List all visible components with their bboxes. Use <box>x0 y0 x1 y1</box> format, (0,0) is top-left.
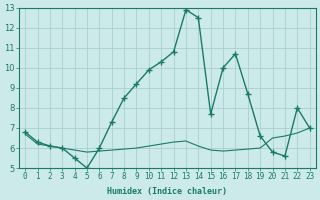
X-axis label: Humidex (Indice chaleur): Humidex (Indice chaleur) <box>108 187 228 196</box>
